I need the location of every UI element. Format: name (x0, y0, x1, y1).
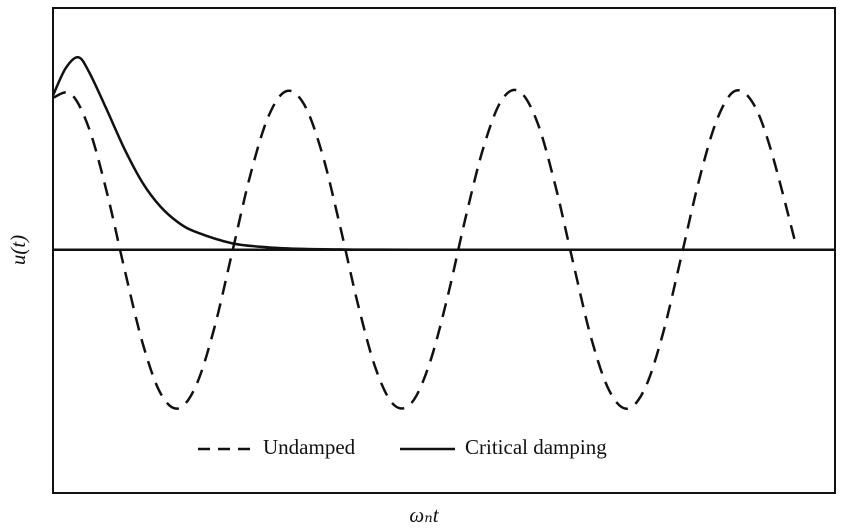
y-axis-label: u(t) (6, 235, 30, 265)
x-axis-label: ωₙt (409, 503, 439, 527)
legend-label: Critical damping (465, 435, 607, 459)
series-line (52, 88, 797, 410)
series-line (51, 56, 836, 251)
legend-label: Undamped (263, 435, 356, 459)
